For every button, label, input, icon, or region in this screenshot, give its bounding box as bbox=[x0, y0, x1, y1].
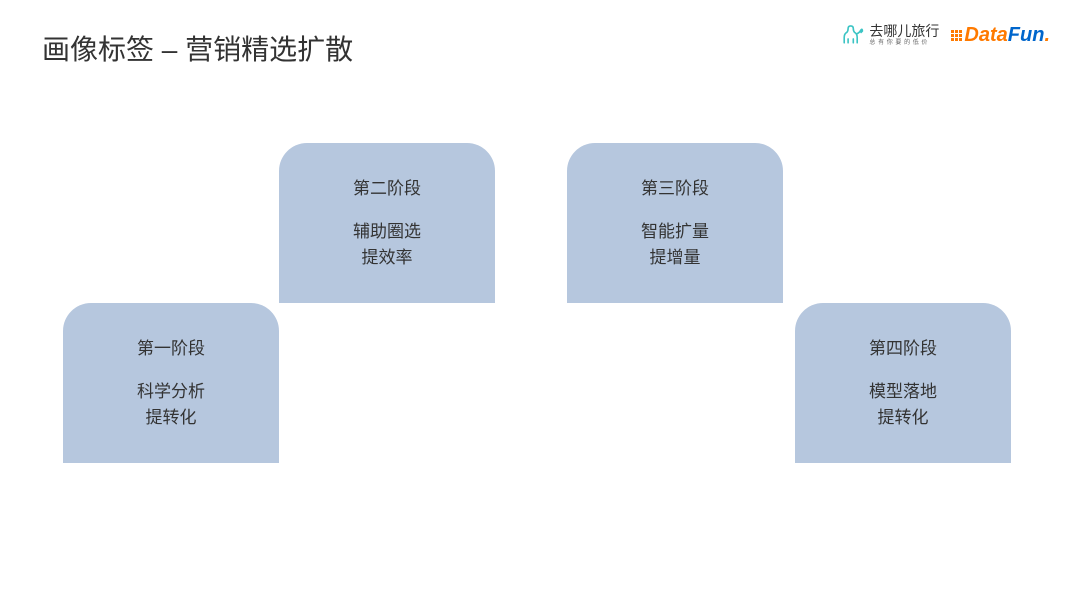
logo-area: 去哪儿旅行 总 有 你 要 的 低 价 DataFun. bbox=[839, 22, 1050, 48]
datafun-fun-text: Fun bbox=[1008, 24, 1045, 47]
stage-box-1: 第一阶段 科学分析 提转化 bbox=[63, 303, 279, 463]
stage-title: 第四阶段 bbox=[869, 336, 937, 362]
stage-desc-line: 智能扩量 bbox=[641, 219, 709, 245]
stage-title: 第三阶段 bbox=[641, 176, 709, 202]
stage-title: 第一阶段 bbox=[137, 336, 205, 362]
datafun-data-text: Data bbox=[964, 24, 1007, 47]
stage-box-4: 第四阶段 模型落地 提转化 bbox=[795, 303, 1011, 463]
stage-desc: 智能扩量 提增量 bbox=[641, 219, 709, 270]
stage-title: 第二阶段 bbox=[353, 176, 421, 202]
stage-desc-line: 提增量 bbox=[641, 245, 709, 271]
datafun-dots-icon bbox=[951, 30, 962, 41]
stage-desc-line: 提转化 bbox=[137, 405, 205, 431]
stage-box-3: 第三阶段 智能扩量 提增量 bbox=[567, 143, 783, 303]
stage-desc-line: 科学分析 bbox=[137, 379, 205, 405]
camel-icon bbox=[839, 22, 865, 48]
stage-desc-line: 提转化 bbox=[869, 405, 937, 431]
stage-desc-line: 提效率 bbox=[353, 245, 421, 271]
qunar-main-text: 去哪儿旅行 bbox=[869, 24, 939, 38]
qunar-logo: 去哪儿旅行 总 有 你 要 的 低 价 bbox=[839, 22, 939, 48]
datafun-period-text: . bbox=[1044, 24, 1050, 47]
stage-box-2: 第二阶段 辅助圈选 提效率 bbox=[279, 143, 495, 303]
page-title: 画像标签 – 营销精选扩散 bbox=[42, 28, 353, 68]
stage-desc-line: 辅助圈选 bbox=[353, 219, 421, 245]
qunar-text: 去哪儿旅行 总 有 你 要 的 低 价 bbox=[869, 24, 939, 46]
stage-desc: 模型落地 提转化 bbox=[869, 379, 937, 430]
stage-desc: 科学分析 提转化 bbox=[137, 379, 205, 430]
stage-desc-line: 模型落地 bbox=[869, 379, 937, 405]
datafun-logo: DataFun. bbox=[951, 24, 1050, 47]
qunar-sub-text: 总 有 你 要 的 低 价 bbox=[869, 40, 939, 46]
stage-desc: 辅助圈选 提效率 bbox=[353, 219, 421, 270]
